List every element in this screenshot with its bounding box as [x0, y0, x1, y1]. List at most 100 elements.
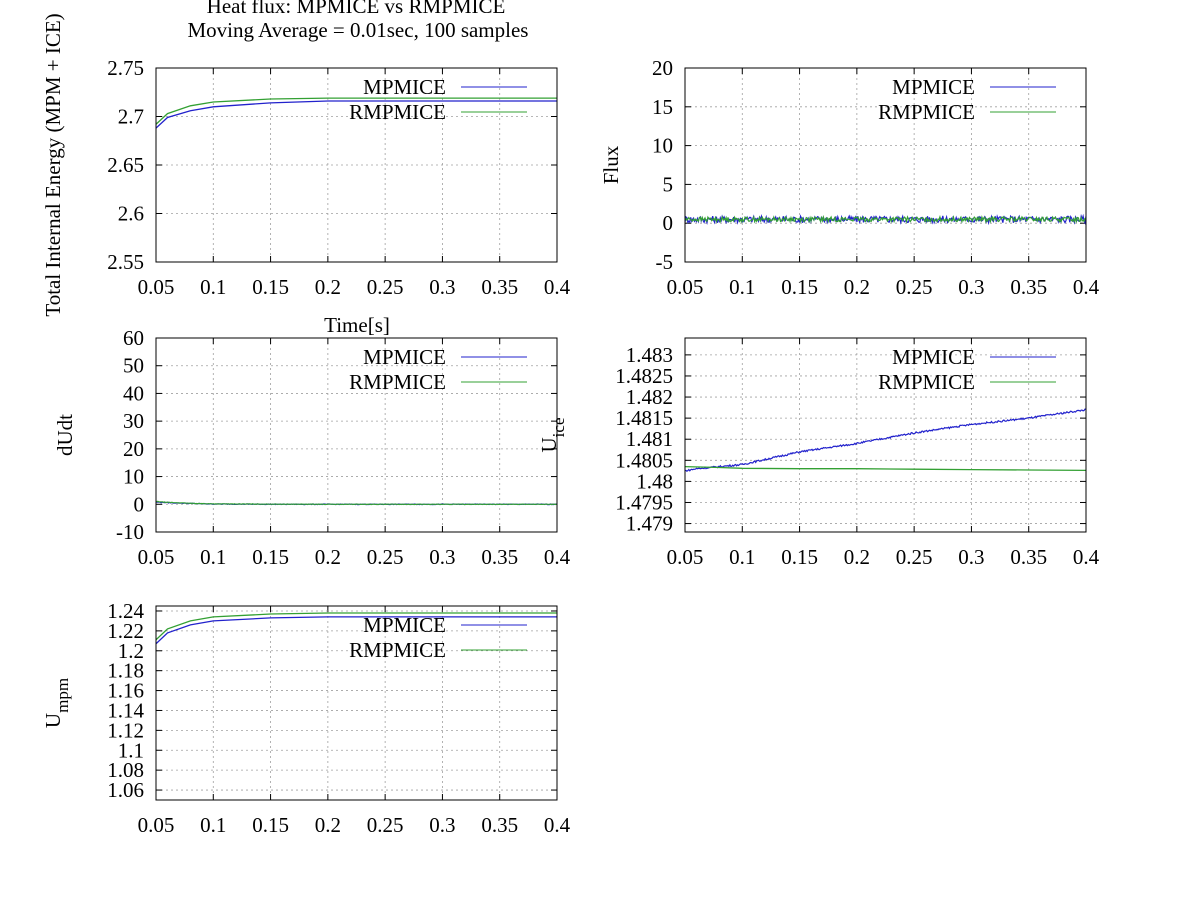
series-line-mpmice	[156, 616, 557, 645]
x-tick-label: 0.05	[138, 275, 175, 299]
y-tick-label: 0	[663, 211, 674, 235]
y-tick-label: 30	[123, 409, 144, 433]
x-tick-label: 0.15	[781, 545, 818, 569]
y-tick-label: 20	[123, 437, 144, 461]
y-tick-label: 1.4805	[615, 448, 673, 472]
y-tick-label: 1.483	[626, 343, 673, 367]
x-tick-label: 0.3	[429, 275, 455, 299]
legend-label: MPMICE	[892, 75, 975, 99]
x-tick-label: 0.35	[1010, 275, 1047, 299]
x-tick-label: 0.3	[429, 813, 455, 837]
y-tick-label: 2.75	[107, 56, 144, 80]
x-tick-label: 0.3	[958, 545, 984, 569]
y-tick-label: 1.06	[107, 778, 144, 802]
y-tick-label: 5	[663, 172, 674, 196]
x-tick-label: 0.1	[200, 275, 226, 299]
y-tick-label: 1.482	[626, 385, 673, 409]
x-tick-label: 0.2	[844, 275, 870, 299]
y-tick-label: 2.7	[118, 105, 144, 129]
plot-frame	[155, 67, 558, 263]
x-tick-label: 0.15	[252, 813, 289, 837]
y-axis-label: dUdt	[53, 414, 77, 456]
x-tick-label: 0.05	[667, 275, 704, 299]
x-tick-label: 0.4	[544, 545, 571, 569]
y-tick-label: 1.479	[626, 512, 673, 536]
x-tick-label: 0.4	[544, 275, 571, 299]
x-tick-label: 0.35	[481, 545, 518, 569]
chart-panel-3: 0.05 0.1 0.15 0.2 0.25 0.3 0.35 0.4 -10 0 10 20 30 40…	[53, 326, 571, 569]
y-tick-label: 2.65	[107, 153, 144, 177]
series-line-rmpmice	[685, 214, 1086, 224]
plot-frame	[684, 337, 1087, 533]
y-tick-label: 1.08	[107, 758, 144, 782]
x-tick-label: 0.25	[367, 545, 404, 569]
legend-label: RMPMICE	[349, 370, 446, 394]
y-tick-label: 2.6	[118, 202, 144, 226]
plot-frame	[155, 337, 558, 533]
legend-label: RMPMICE	[878, 370, 975, 394]
x-tick-label: 0.4	[1073, 545, 1100, 569]
x-tick-label: 0.1	[200, 545, 226, 569]
y-tick-label: 1.481	[626, 427, 673, 451]
x-tick-label: 0.15	[252, 545, 289, 569]
x-axis-label: Time[s]	[324, 313, 390, 337]
y-tick-label: 1.22	[107, 619, 144, 643]
x-tick-label: 0.25	[367, 813, 404, 837]
y-tick-label: 1.4825	[615, 364, 673, 388]
y-tick-label: -10	[116, 520, 144, 544]
series-line-rmpmice	[156, 500, 557, 506]
legend-label: RMPMICE	[878, 100, 975, 124]
y-tick-label: 10	[123, 465, 144, 489]
x-tick-label: 0.25	[896, 275, 933, 299]
chart-panel-5: 0.05 0.1 0.15 0.2 0.25 0.3 0.35 0.41.061.081.11…	[41, 599, 571, 837]
x-tick-label: 0.4	[544, 813, 571, 837]
x-tick-label: 0.2	[844, 545, 870, 569]
x-tick-label: 0.2	[315, 813, 341, 837]
x-tick-label: 0.3	[958, 275, 984, 299]
plot-frame	[155, 605, 558, 801]
y-tick-label: 1.48	[636, 469, 673, 493]
x-tick-label: 0.05	[667, 545, 704, 569]
y-tick-label: -5	[656, 250, 674, 274]
y-tick-label: 1.4815	[615, 406, 673, 430]
series-line-mpmice	[685, 408, 1086, 472]
x-tick-label: 0.2	[315, 275, 341, 299]
y-tick-label: 40	[123, 381, 144, 405]
series-line-mpmice	[156, 100, 557, 129]
series-line-rmpmice	[685, 465, 1086, 472]
x-tick-label: 0.3	[429, 545, 455, 569]
y-tick-label: 20	[652, 56, 673, 80]
figure-title-line1: Heat flux: MPMICE vs RMPMICE	[207, 0, 506, 18]
y-tick-label: 2.55	[107, 250, 144, 274]
figure-title-line2: Moving Average = 0.01sec, 100 samples	[188, 18, 529, 42]
series-line-rmpmice	[156, 97, 557, 125]
y-tick-label: 1.12	[107, 718, 144, 742]
y-tick-label: 60	[123, 326, 144, 350]
chart-panel-4: 0.05 0.1 0.15 0.2 0.25 0.3 0.35 0.41.4791.47951…	[537, 337, 1100, 569]
y-tick-label: 10	[652, 134, 673, 158]
legend-label: RMPMICE	[349, 638, 446, 662]
x-tick-label: 0.1	[200, 813, 226, 837]
x-tick-label: 0.15	[252, 275, 289, 299]
y-tick-label: 1.1	[118, 738, 144, 762]
legend-label: RMPMICE	[349, 100, 446, 124]
x-tick-label: 0.1	[729, 275, 755, 299]
y-tick-label: 1.24	[107, 599, 144, 623]
x-tick-label: 0.4	[1073, 275, 1100, 299]
x-tick-label: 0.25	[367, 275, 404, 299]
y-tick-label: 1.18	[107, 659, 144, 683]
y-tick-label: 1.2	[118, 639, 144, 663]
x-tick-label: 0.05	[138, 545, 175, 569]
x-tick-label: 0.35	[481, 813, 518, 837]
y-axis-label: Flux	[599, 145, 623, 184]
y-axis-label: Uice	[537, 418, 568, 453]
x-tick-label: 0.35	[481, 275, 518, 299]
x-tick-label: 0.35	[1010, 545, 1047, 569]
x-tick-label: 0.1	[729, 545, 755, 569]
x-tick-label: 0.2	[315, 545, 341, 569]
chart-panel-2: 0.05 0.1 0.15 0.2 0.25 0.3 0.35 0.4 -5 0 5 10 15 20 MP…	[599, 56, 1100, 299]
y-axis-label: Total Internal Energy (MPM + ICE)	[41, 13, 65, 316]
legend-label: MPMICE	[363, 75, 446, 99]
y-tick-label: 1.14	[107, 698, 144, 722]
